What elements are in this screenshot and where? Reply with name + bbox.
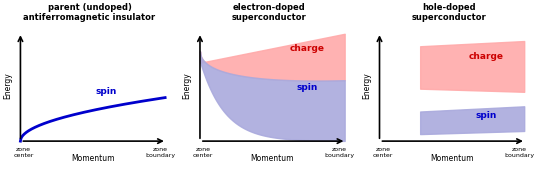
Text: zone
boundary: zone boundary [325, 147, 355, 158]
Title: electron-doped
superconductor: electron-doped superconductor [232, 3, 306, 22]
Text: Energy: Energy [362, 73, 371, 99]
Text: zone
center: zone center [14, 147, 34, 158]
Text: zone
center: zone center [193, 147, 213, 158]
Text: zone
boundary: zone boundary [504, 147, 534, 158]
Text: zone
center: zone center [373, 147, 393, 158]
Title: parent (undoped)
antiferromagnetic insulator: parent (undoped) antiferromagnetic insul… [23, 3, 156, 22]
Text: spin: spin [476, 110, 497, 120]
Title: hole-doped
superconductor: hole-doped superconductor [411, 3, 486, 22]
Text: zone
boundary: zone boundary [145, 147, 176, 158]
Text: charge: charge [469, 53, 504, 62]
Text: spin: spin [95, 87, 117, 96]
Text: charge: charge [289, 44, 325, 53]
Text: Energy: Energy [183, 73, 191, 99]
Text: Energy: Energy [3, 73, 12, 99]
Text: spin: spin [296, 83, 318, 92]
Text: Momentum: Momentum [251, 154, 294, 163]
Text: Momentum: Momentum [430, 154, 474, 163]
Text: Momentum: Momentum [71, 154, 114, 163]
